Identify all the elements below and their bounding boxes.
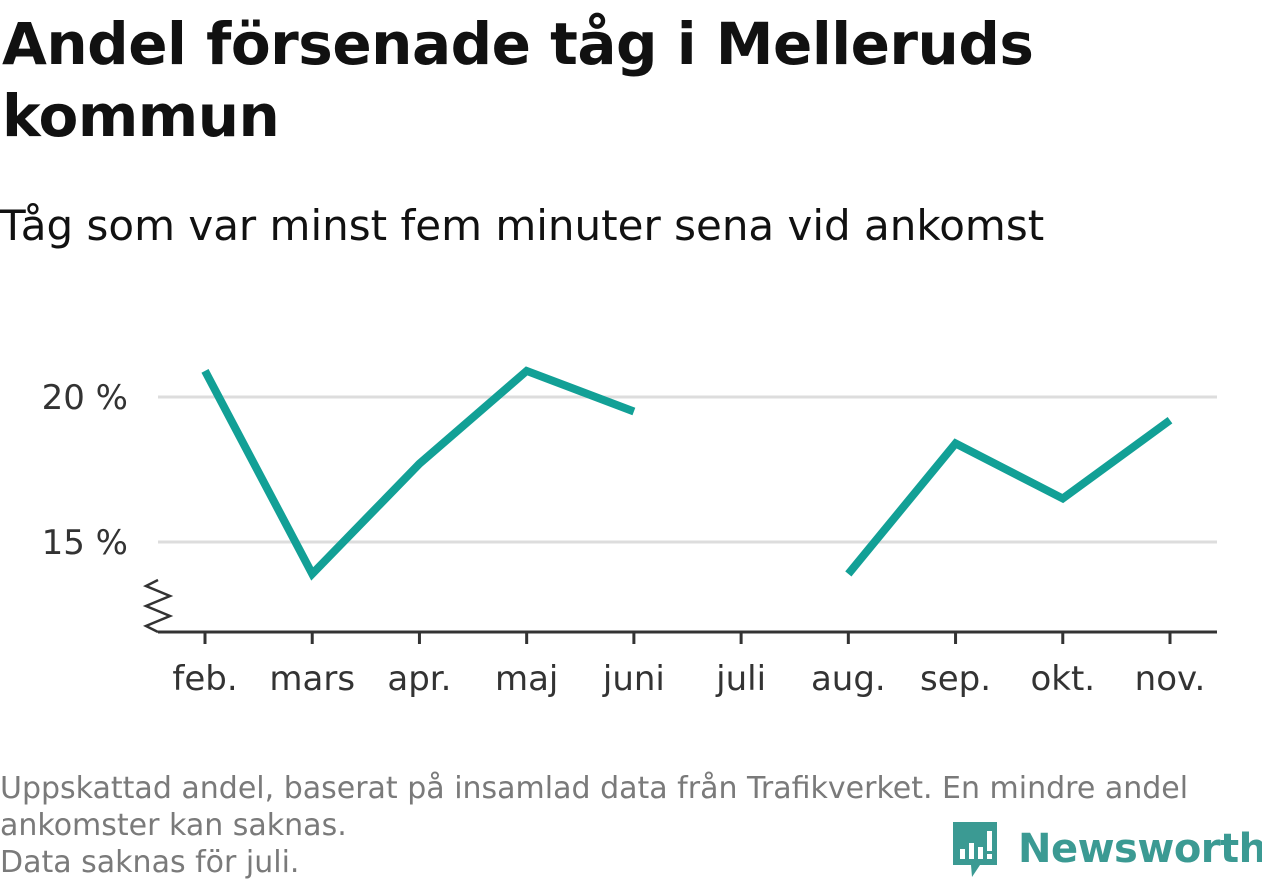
y-tick-label: 20 % <box>42 378 128 418</box>
axis-break-icon <box>142 578 174 634</box>
x-tick-label: juli <box>715 659 766 699</box>
footer-note-line: Data saknas för juli. <box>0 845 300 880</box>
x-tick-label: mars <box>269 659 355 699</box>
y-tick-label: 15 % <box>42 523 128 563</box>
brand-name: Newsworthy <box>1018 826 1262 872</box>
chart-subtitle: Tåg som var minst fem minuter sena vid a… <box>0 201 1045 250</box>
x-axis <box>142 578 1217 644</box>
brand-logo: Newsworthy <box>950 818 1262 880</box>
x-tick-label: aug. <box>811 659 886 699</box>
series-lines <box>201 366 1173 581</box>
x-tick-label: apr. <box>387 659 451 699</box>
x-tick-label: maj <box>495 659 558 699</box>
footer-note: Uppskattad andel, baserat på insamlad da… <box>0 770 1250 881</box>
x-tick-label: feb. <box>172 659 237 699</box>
footer-note-line: Uppskattad andel, baserat på insamlad da… <box>0 771 1189 806</box>
y-tick-labels: 15 % 20 % <box>42 378 128 563</box>
newsworthy-logo-icon <box>953 822 997 877</box>
series-line-segment <box>845 416 1173 577</box>
x-tick-label: juni <box>602 659 665 699</box>
x-tick-label: nov. <box>1135 659 1206 699</box>
series-line-segment <box>201 366 636 581</box>
x-tick-label: okt. <box>1030 659 1095 699</box>
gridlines <box>158 395 1217 544</box>
footer-note-line: ankomster kan saknas. <box>0 808 347 843</box>
x-tick-labels: feb. mars apr. maj juni juli aug. sep. okt. nov. <box>172 659 1205 699</box>
x-tick-label: sep. <box>920 659 991 699</box>
chart-title: Andel försenade tåg i Melleruds kommun <box>2 10 1034 150</box>
